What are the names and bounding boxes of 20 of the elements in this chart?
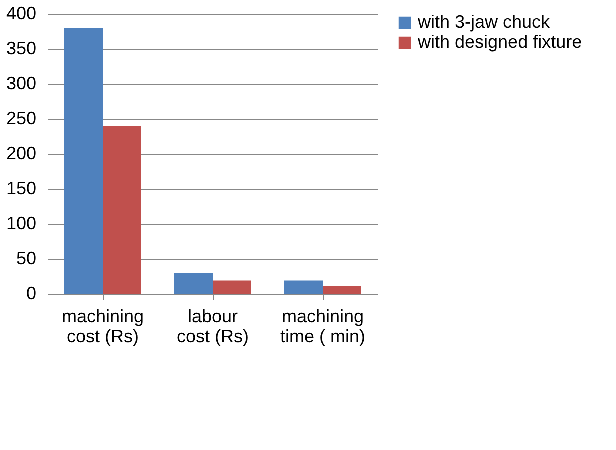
x-tick-label: machining cost (Rs) bbox=[62, 306, 144, 346]
bar bbox=[213, 280, 252, 294]
bar bbox=[323, 286, 362, 294]
x-tick-label: machining time ( min) bbox=[280, 306, 366, 346]
x-tick-label: labour cost (Rs) bbox=[177, 306, 249, 346]
y-tick-label: 100 bbox=[6, 214, 36, 234]
bar bbox=[103, 126, 142, 294]
y-tick-label: 0 bbox=[26, 284, 36, 304]
y-tick-label: 50 bbox=[16, 248, 36, 268]
legend-label: with 3-jaw chuck bbox=[417, 12, 552, 32]
y-tick-label: 250 bbox=[6, 108, 36, 128]
bar bbox=[64, 28, 103, 294]
legend-label: with designed fixture bbox=[417, 32, 582, 52]
bar bbox=[284, 280, 323, 294]
bar bbox=[174, 273, 213, 294]
y-tick-label: 150 bbox=[6, 178, 36, 198]
y-tick-label: 400 bbox=[6, 4, 36, 24]
y-tick-label: 350 bbox=[6, 38, 36, 58]
y-tick-label: 300 bbox=[6, 74, 36, 94]
y-tick-label: 200 bbox=[6, 144, 36, 164]
